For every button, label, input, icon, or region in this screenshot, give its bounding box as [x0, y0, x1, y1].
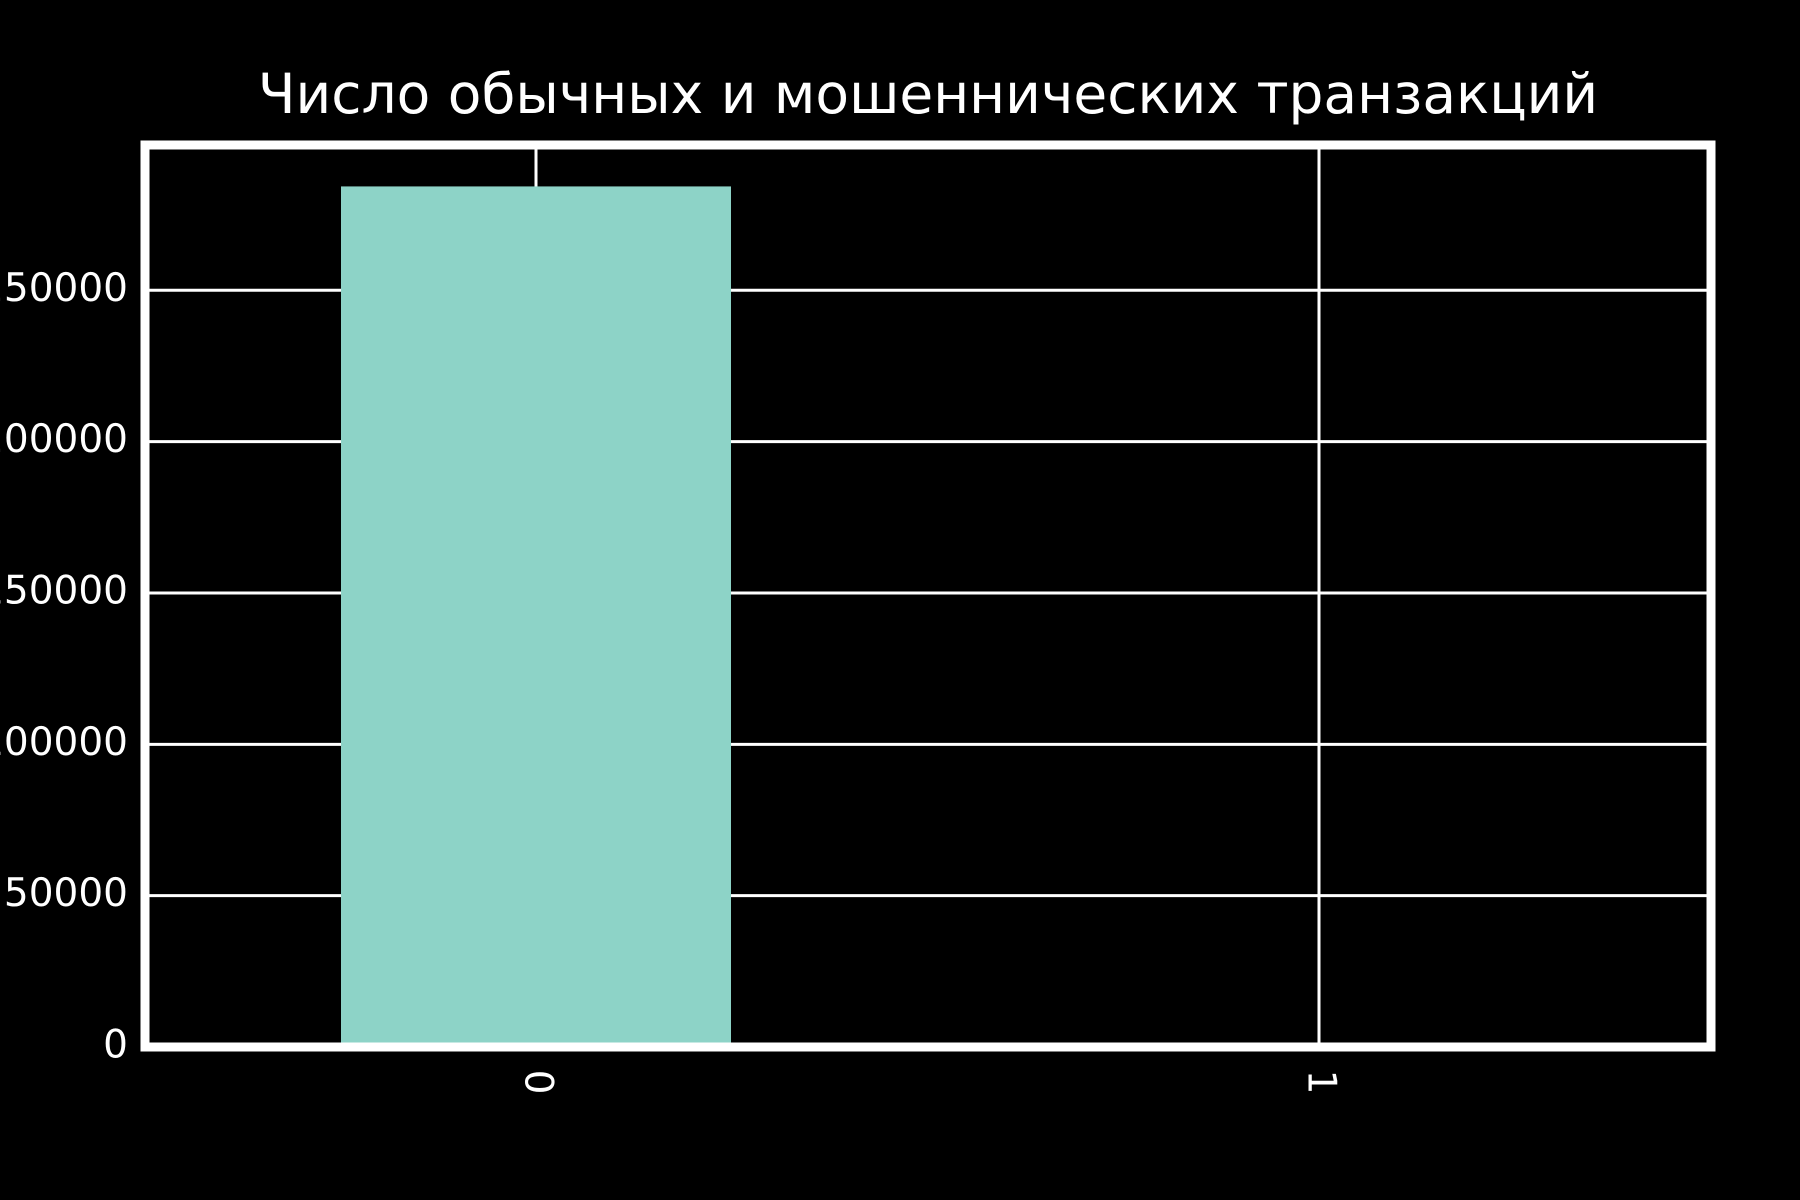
y-tick-label: 150000	[0, 568, 128, 613]
y-tick-label: 200000	[0, 417, 128, 462]
y-tick-label: 0	[103, 1023, 128, 1068]
x-tick-label: 1	[1299, 1070, 1344, 1095]
plot-frame	[140, 140, 1716, 1052]
y-tick-label: 250000	[0, 266, 128, 311]
y-tick-label: 50000	[4, 871, 128, 916]
bar	[341, 186, 731, 1048]
x-tick-label: 0	[516, 1070, 561, 1095]
chart-title: Число обычных и мошеннических транзакций	[258, 62, 1598, 126]
y-tick-label: 100000	[0, 720, 128, 765]
